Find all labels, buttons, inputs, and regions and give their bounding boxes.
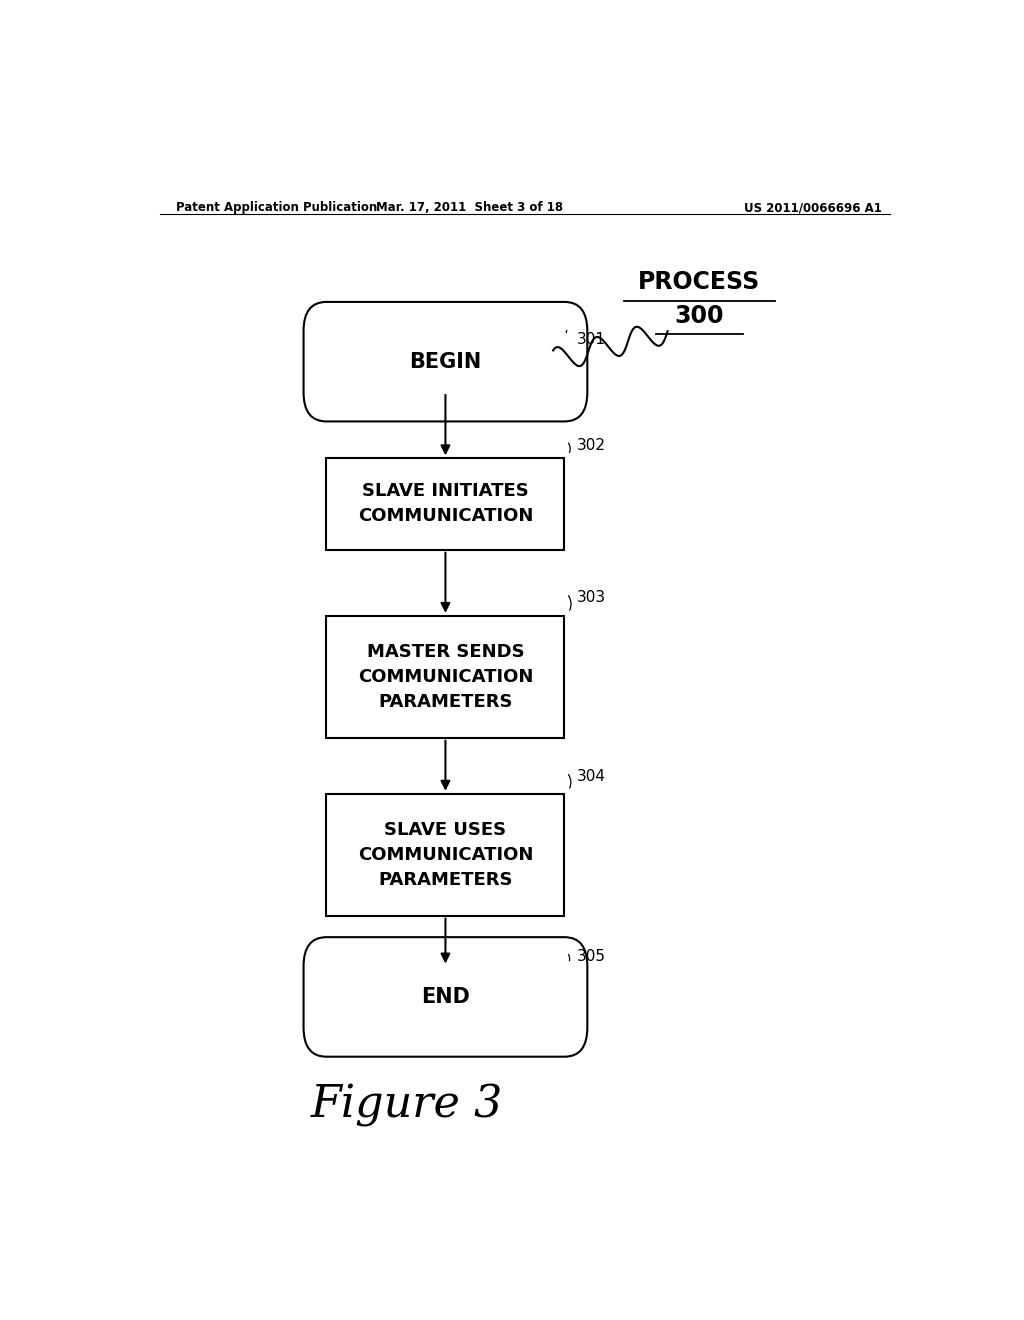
Text: 304: 304 xyxy=(577,768,605,784)
Text: Figure 3: Figure 3 xyxy=(310,1084,503,1127)
Text: PROCESS: PROCESS xyxy=(638,271,761,294)
Text: SLAVE INITIATES
COMMUNICATION: SLAVE INITIATES COMMUNICATION xyxy=(357,483,534,525)
Bar xyxy=(327,458,564,549)
Bar xyxy=(327,615,564,738)
Text: 302: 302 xyxy=(577,437,605,453)
Text: 303: 303 xyxy=(577,590,605,605)
Text: 301: 301 xyxy=(577,331,605,347)
Text: BEGIN: BEGIN xyxy=(410,351,481,372)
Bar xyxy=(327,793,564,916)
Text: 300: 300 xyxy=(675,304,724,327)
Text: 305: 305 xyxy=(577,949,605,964)
Text: END: END xyxy=(421,987,470,1007)
Text: Mar. 17, 2011  Sheet 3 of 18: Mar. 17, 2011 Sheet 3 of 18 xyxy=(376,201,563,214)
Text: SLAVE USES
COMMUNICATION
PARAMETERS: SLAVE USES COMMUNICATION PARAMETERS xyxy=(357,821,534,888)
Text: Patent Application Publication: Patent Application Publication xyxy=(176,201,377,214)
Text: US 2011/0066696 A1: US 2011/0066696 A1 xyxy=(744,201,882,214)
Text: MASTER SENDS
COMMUNICATION
PARAMETERS: MASTER SENDS COMMUNICATION PARAMETERS xyxy=(357,643,534,710)
FancyBboxPatch shape xyxy=(303,302,588,421)
FancyBboxPatch shape xyxy=(303,937,588,1057)
